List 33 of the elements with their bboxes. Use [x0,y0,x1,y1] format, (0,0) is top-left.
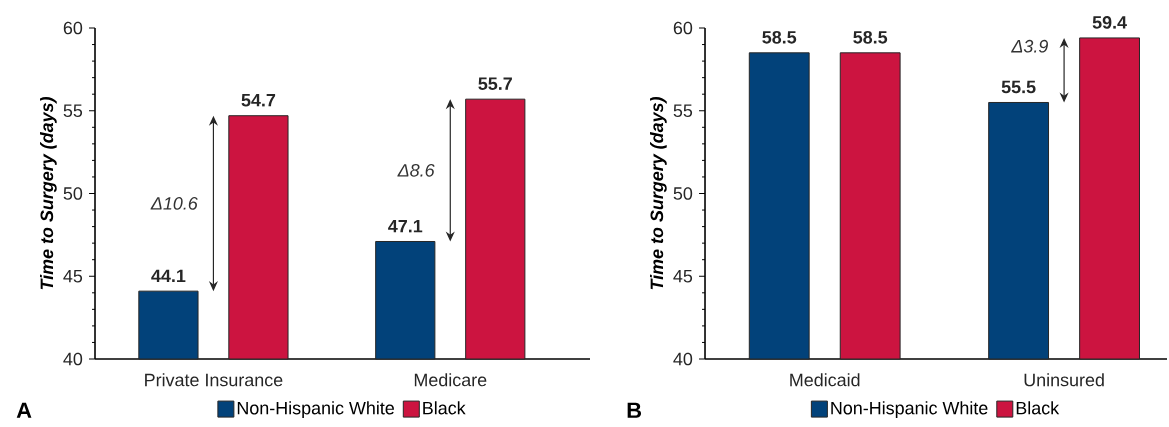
data-label: 59.4 [1092,16,1127,29]
y-tick-label: 45 [673,269,693,283]
x-tick-label: Private Insurance [145,373,283,387]
y-tick-label: 50 [63,187,83,200]
y-tick-label: 50 [673,187,693,200]
data-label: 55.7 [478,77,512,90]
y-tick-label: 40 [63,352,83,366]
data-label: 58.5 [853,30,888,44]
legend-label: Black [1016,401,1060,415]
x-tick-label: Medicaid [790,373,860,387]
y-tick-label: 60 [673,21,693,35]
data-label: 44.1 [151,269,186,282]
x-tick-label: Uninsured [1024,373,1104,387]
data-label: 54.7 [241,94,276,107]
annotation: Δ8.6 [397,163,435,177]
y-tick-label: 45 [63,269,83,283]
text: A [16,402,32,418]
text: B [627,402,642,418]
annotation: Δ10.6 [150,197,198,210]
legend-label: Non-Hispanic White [831,401,988,418]
annotation: Δ3.9 [1011,39,1048,53]
data-label: 47.1 [388,219,423,233]
legend-label: Non-Hispanic White [237,401,394,418]
y-axis-title: Time to Surgery (days) [650,97,667,290]
y-tick-label: 60 [63,21,83,35]
data-label: 55.5 [1001,80,1036,94]
y-axis-title: Time to Surgery (days) [40,97,57,290]
x-tick-label: Medicare [414,373,487,387]
y-tick-label: 55 [63,104,83,117]
y-tick-label: 55 [673,104,693,117]
y-tick-label: 40 [673,352,693,366]
legend-label: Black [423,401,466,415]
data-label: 58.5 [762,30,797,44]
